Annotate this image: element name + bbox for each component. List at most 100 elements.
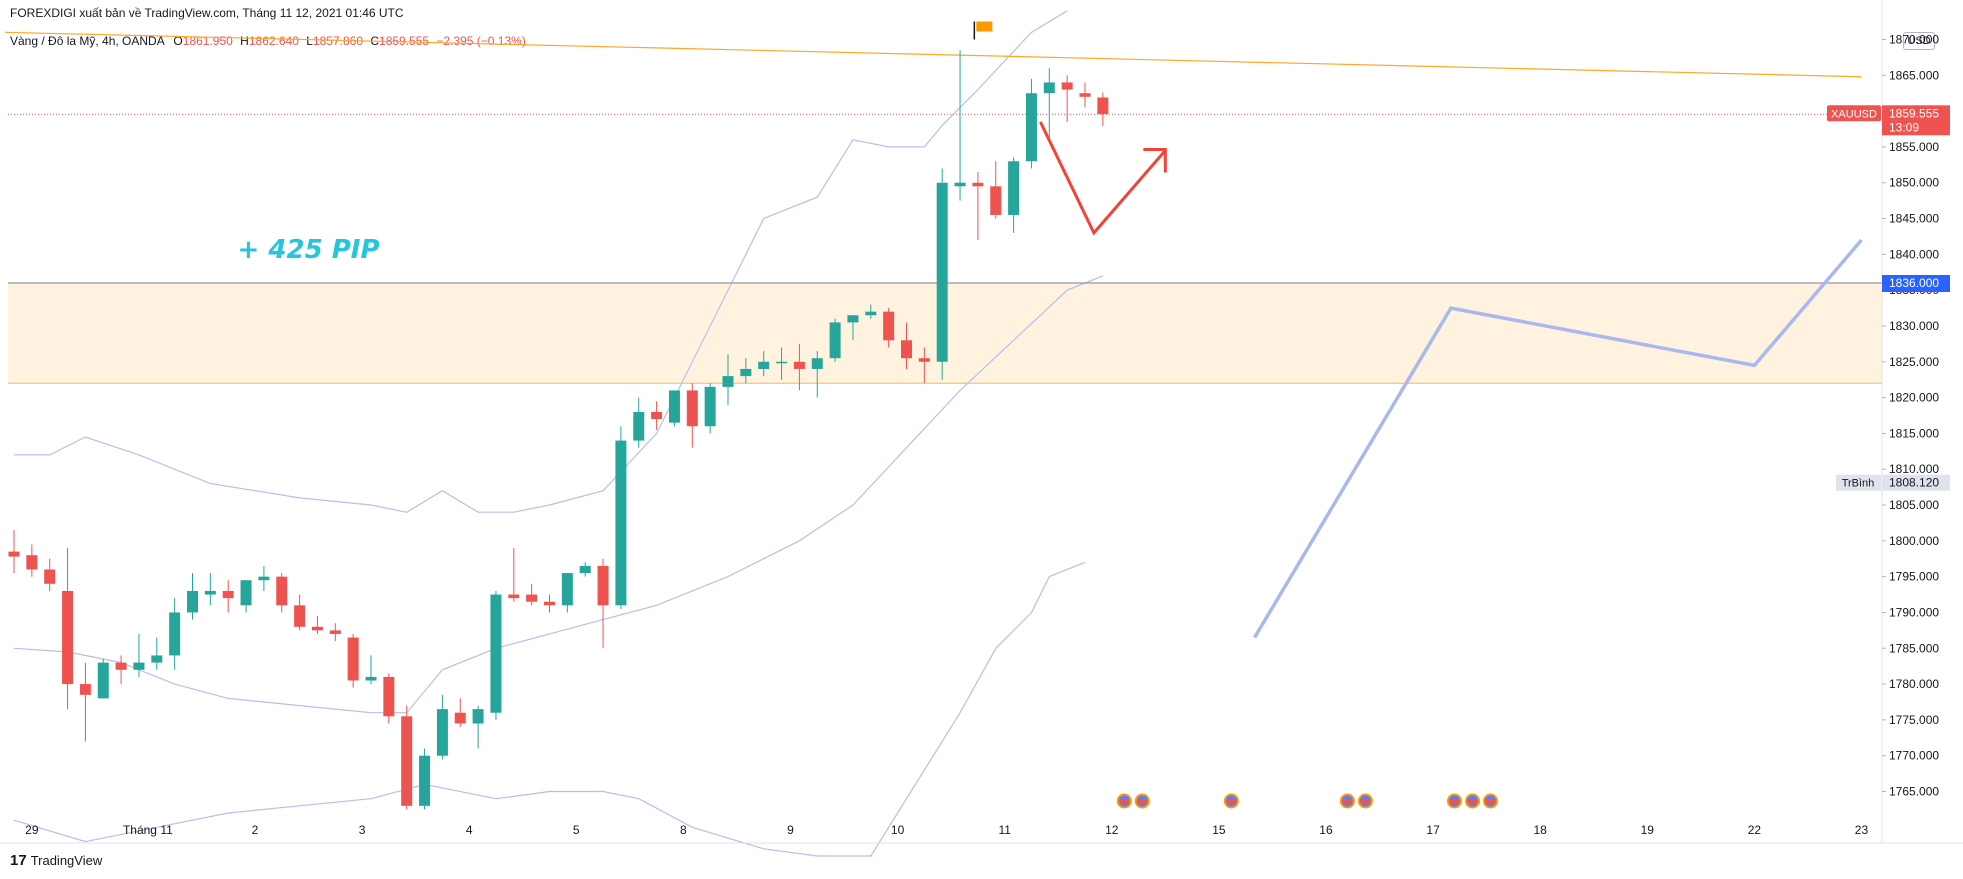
candle[interactable] <box>115 655 127 685</box>
candle[interactable] <box>62 548 74 710</box>
candle[interactable] <box>704 383 716 434</box>
candle[interactable] <box>508 548 520 602</box>
candle[interactable] <box>133 633 145 677</box>
resistance-trendline[interactable] <box>5 31 1862 78</box>
candle[interactable] <box>365 655 377 685</box>
symbol-tag-text: XAUUSD <box>1831 108 1877 120</box>
us-flag-stripe <box>1449 800 1460 803</box>
candle[interactable] <box>776 347 788 380</box>
candle[interactable] <box>901 322 912 369</box>
candle[interactable] <box>1043 68 1055 140</box>
candle-body <box>258 576 270 581</box>
candle[interactable] <box>419 748 431 810</box>
tradingview-logo[interactable]: 17 TradingView <box>10 852 102 869</box>
economic-event[interactable] <box>1338 792 1374 810</box>
candle[interactable] <box>187 573 198 620</box>
candle[interactable] <box>1025 78 1037 169</box>
candle[interactable] <box>526 583 538 606</box>
candle[interactable] <box>1008 157 1020 233</box>
candle[interactable] <box>811 351 823 398</box>
candle[interactable] <box>668 390 680 427</box>
candle[interactable] <box>561 573 573 613</box>
blue-projection-path[interactable] <box>1253 238 1863 639</box>
price-tick-label: 1815.000 <box>1889 426 1939 440</box>
candle[interactable] <box>383 673 395 724</box>
time-tick-label: 10 <box>891 823 905 837</box>
candle[interactable] <box>1061 75 1073 122</box>
economic-event[interactable] <box>1115 792 1151 810</box>
level-price-label[interactable]: 1836.000 <box>1882 275 1950 292</box>
candle[interactable] <box>865 304 877 319</box>
time-tick-label: 3 <box>359 823 366 837</box>
candle[interactable] <box>8 530 20 574</box>
time-tick-label: 5 <box>573 823 580 837</box>
candle[interactable] <box>311 616 323 634</box>
candle[interactable] <box>204 573 216 606</box>
candle[interactable] <box>972 171 984 241</box>
candle[interactable] <box>954 50 966 201</box>
price-tick-label: 1850.000 <box>1889 176 1939 190</box>
candle[interactable] <box>597 558 609 649</box>
candle[interactable] <box>294 594 306 631</box>
candle[interactable] <box>151 637 163 670</box>
price-tick-label: 1790.000 <box>1889 605 1939 619</box>
candle-body <box>187 590 198 613</box>
candle[interactable] <box>686 383 698 448</box>
candle[interactable] <box>26 544 38 577</box>
candle[interactable] <box>169 598 181 670</box>
candle[interactable] <box>401 705 413 810</box>
candle[interactable] <box>722 354 734 405</box>
candle[interactable] <box>1097 92 1109 127</box>
flag-icon[interactable] <box>976 21 993 32</box>
average-price-label[interactable]: TrBình 1808.120 <box>1836 474 1950 491</box>
candle[interactable] <box>240 580 252 613</box>
candle-body <box>526 594 538 602</box>
currency-button[interactable]: USD <box>1903 32 1935 50</box>
candle[interactable] <box>97 659 109 699</box>
candle[interactable] <box>740 358 752 384</box>
candle[interactable] <box>633 397 645 448</box>
pip-annotation[interactable]: + 425 PIP <box>238 235 380 265</box>
candle[interactable] <box>990 161 1002 219</box>
candle[interactable] <box>579 562 591 577</box>
red-projection-arrowhead <box>1143 148 1167 173</box>
candle[interactable] <box>472 705 484 749</box>
candle[interactable] <box>918 347 930 384</box>
candle[interactable] <box>1079 82 1091 108</box>
price-tick-label: 1795.000 <box>1889 570 1939 584</box>
candle[interactable] <box>490 590 502 720</box>
candle-body <box>508 594 520 599</box>
candle[interactable] <box>615 426 627 609</box>
candle[interactable] <box>222 580 234 613</box>
symbol-name[interactable]: Vàng / Đô la Mỹ, 4h, OANDA <box>10 34 165 48</box>
candle[interactable] <box>276 573 288 613</box>
candle[interactable] <box>793 343 805 391</box>
candle[interactable] <box>347 633 359 688</box>
red-projection-path[interactable] <box>1039 121 1167 236</box>
economic-event[interactable] <box>1222 792 1240 810</box>
candle-body <box>829 322 841 359</box>
average-name-text: TrBình <box>1842 478 1875 490</box>
candle-body <box>62 590 74 685</box>
candle[interactable] <box>936 168 948 380</box>
candle[interactable] <box>44 558 56 591</box>
candle[interactable] <box>544 594 555 613</box>
candle-body <box>954 182 966 187</box>
candle[interactable] <box>651 401 663 430</box>
candle[interactable] <box>758 351 770 377</box>
candle-body <box>276 576 288 606</box>
candle-body <box>990 186 1002 215</box>
candle[interactable] <box>79 662 91 742</box>
candle[interactable] <box>436 694 448 760</box>
economic-event[interactable] <box>1445 792 1499 810</box>
candle[interactable] <box>847 315 859 341</box>
candle[interactable] <box>258 565 270 591</box>
average-tag-value: 1808.120 <box>1889 476 1939 490</box>
price-tick-label: 1855.000 <box>1889 140 1939 154</box>
candle[interactable] <box>883 308 895 348</box>
candle[interactable] <box>329 623 341 642</box>
candle[interactable] <box>454 698 466 728</box>
candle[interactable] <box>829 318 841 362</box>
